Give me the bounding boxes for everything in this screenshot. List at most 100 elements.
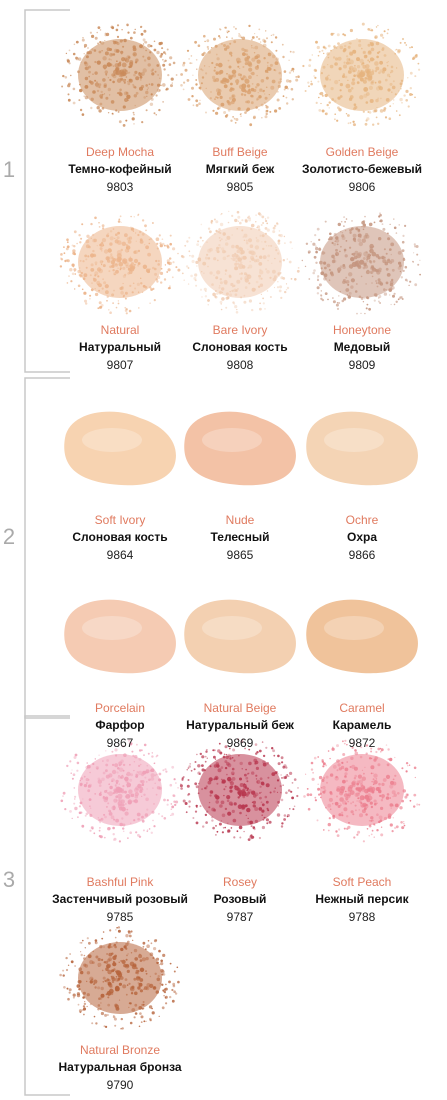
- powder-particle: [74, 798, 75, 799]
- powder-particle: [115, 970, 118, 973]
- powder-particle: [246, 815, 247, 816]
- powder-particle: [272, 80, 276, 84]
- powder-particle: [307, 793, 310, 796]
- powder-particle: [314, 757, 317, 760]
- powder-particle: [117, 36, 119, 38]
- powder-particle: [261, 104, 264, 107]
- powder-particle: [141, 72, 145, 76]
- powder-particle: [170, 235, 172, 237]
- powder-particle: [340, 291, 341, 292]
- powder-particle: [93, 951, 94, 952]
- powder-particle: [267, 762, 270, 765]
- powder-particle: [66, 765, 68, 767]
- powder-particle: [98, 290, 100, 292]
- section-number: 1: [0, 157, 18, 183]
- powder-particle: [109, 48, 112, 51]
- powder-particle: [143, 96, 146, 99]
- powder-particle: [120, 291, 124, 295]
- powder-particle: [367, 270, 369, 272]
- powder-particle: [127, 953, 128, 954]
- powder-particle: [343, 279, 346, 282]
- powder-particle: [251, 224, 255, 228]
- powder-particle: [64, 252, 66, 254]
- powder-particle: [126, 92, 129, 95]
- powder-particle: [253, 759, 257, 763]
- powder-particle: [349, 59, 351, 61]
- powder-particle: [134, 94, 137, 97]
- powder-particle: [247, 249, 248, 250]
- powder-particle: [226, 73, 228, 75]
- powder-particle: [343, 297, 346, 300]
- powder-particle: [146, 987, 150, 991]
- powder-particle: [387, 29, 389, 31]
- powder-particle: [378, 297, 379, 298]
- powder-particle: [107, 991, 112, 996]
- powder-particle: [334, 63, 336, 65]
- powder-particle: [368, 308, 371, 311]
- powder-particle: [378, 237, 381, 240]
- powder-particle: [409, 47, 411, 49]
- powder-swatch: [181, 211, 300, 314]
- powder-particle: [162, 64, 165, 67]
- powder-particle: [261, 792, 262, 793]
- powder-particle: [393, 103, 394, 104]
- powder-particle: [267, 260, 269, 262]
- powder-particle: [369, 29, 371, 31]
- powder-particle: [366, 259, 368, 261]
- powder-particle: [309, 59, 312, 62]
- powder-particle: [96, 32, 98, 34]
- powder-particle: [260, 777, 263, 780]
- powder-particle: [376, 86, 380, 90]
- powder-particle: [186, 265, 188, 267]
- powder-particle: [262, 760, 265, 763]
- powder-particle: [376, 56, 379, 59]
- powder-particle: [200, 68, 202, 70]
- powder-particle: [118, 930, 121, 933]
- powder-particle: [246, 808, 250, 812]
- powder-particle: [311, 241, 312, 242]
- powder-particle: [200, 246, 202, 248]
- powder-particle: [135, 792, 139, 796]
- powder-particle: [142, 233, 145, 236]
- powder-particle: [321, 290, 322, 291]
- powder-particle: [66, 53, 67, 54]
- powder-particle: [74, 807, 77, 810]
- powder-particle: [270, 296, 272, 298]
- powder-particle: [251, 771, 254, 774]
- powder-particle: [82, 996, 85, 999]
- powder-particle: [348, 295, 351, 298]
- powder-particle: [340, 89, 342, 91]
- powder-particle: [240, 114, 242, 116]
- powder-particle: [108, 810, 111, 813]
- powder-particle: [283, 818, 286, 821]
- powder-particle: [380, 98, 382, 100]
- powder-particle: [88, 942, 91, 945]
- powder-particle: [80, 971, 83, 974]
- section-number: 3: [0, 867, 18, 893]
- powder-particle: [124, 233, 128, 237]
- powder-particle: [213, 275, 215, 277]
- powder-particle: [286, 283, 287, 284]
- powder-particle: [94, 274, 96, 276]
- powder-particle: [217, 831, 219, 833]
- powder-particle: [251, 825, 253, 827]
- powder-particle: [213, 257, 216, 260]
- powder-particle: [143, 30, 146, 33]
- powder-particle: [109, 929, 111, 931]
- powder-particle: [133, 52, 137, 56]
- powder-particle: [394, 304, 396, 306]
- powder-particle: [169, 257, 171, 259]
- powder-particle: [113, 961, 115, 963]
- powder-particle: [364, 216, 366, 218]
- powder-particle: [332, 297, 334, 299]
- powder-particle: [261, 224, 263, 226]
- powder-particle: [322, 110, 325, 113]
- powder-particle: [253, 116, 256, 119]
- powder-particle: [257, 66, 259, 68]
- powder-particle: [184, 245, 186, 247]
- powder-particle: [157, 84, 160, 87]
- powder-particle: [360, 795, 365, 800]
- powder-particle: [78, 1004, 80, 1006]
- powder-particle: [333, 56, 335, 58]
- powder-particle: [108, 783, 110, 785]
